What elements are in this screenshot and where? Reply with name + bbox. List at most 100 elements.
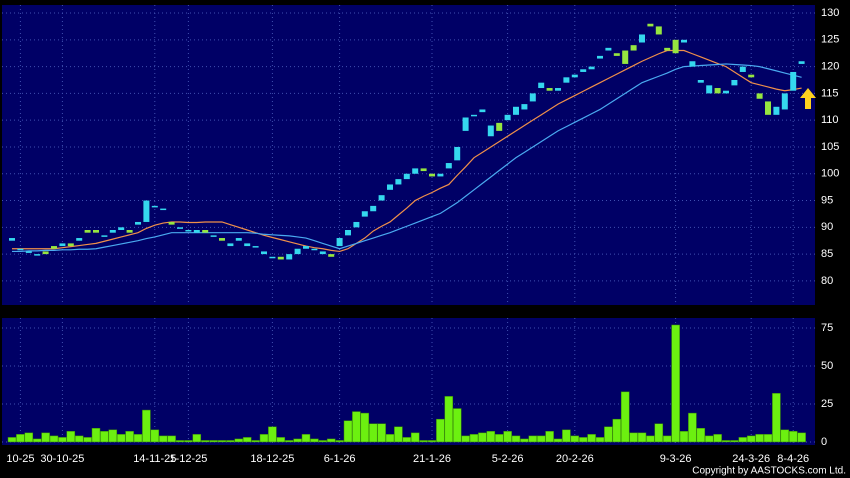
- copyright: Copyright by AASTOCKS.com Ltd.: [692, 466, 846, 477]
- volume-bar: [226, 440, 235, 443]
- candle-body: [588, 66, 595, 70]
- volume-bar: [721, 440, 731, 443]
- candle-body: [781, 93, 788, 110]
- candle-body: [487, 125, 494, 137]
- candle-body: [9, 238, 15, 241]
- volume-bar: [74, 435, 84, 443]
- volume-tick-label: 75: [821, 322, 833, 334]
- volume-bar: [780, 429, 790, 443]
- arrow-icon: [800, 88, 816, 109]
- candle-body: [412, 168, 419, 174]
- volume-bar: [377, 423, 386, 443]
- candle-body: [739, 66, 746, 72]
- x-tick-label: 18-12-25: [250, 453, 294, 465]
- volume-bar: [66, 431, 76, 443]
- volume-bar: [730, 440, 739, 443]
- volume-bar: [469, 434, 479, 443]
- volume-bar: [200, 440, 210, 443]
- volume-bar: [520, 438, 529, 443]
- candle-body: [639, 34, 645, 43]
- volume-bar: [612, 418, 622, 443]
- volume-bar: [646, 435, 655, 443]
- volume-bar: [175, 440, 185, 443]
- x-tick-label: 8-4-26: [777, 453, 809, 465]
- candle-body: [437, 173, 444, 177]
- candle-body: [244, 243, 251, 247]
- candle-body: [546, 88, 553, 91]
- plot-layer: 80 85 90 95 100 105 110 115 120 125 130 0 25 50 75 10-2…: [2, 5, 839, 465]
- x-tick-label: 9-3-26: [660, 453, 692, 465]
- x-tick-label: 14-11-25: [133, 453, 176, 465]
- volume-bar: [24, 432, 34, 443]
- volume-bar: [49, 435, 59, 443]
- y-tick-label: 125: [821, 34, 839, 46]
- volume-bar: [486, 431, 496, 443]
- candle-body: [109, 230, 116, 233]
- volume-bar: [528, 435, 538, 443]
- candle-body: [277, 256, 284, 260]
- candle-body: [790, 71, 797, 91]
- volume-bar: [738, 437, 748, 443]
- candle-body: [286, 254, 293, 260]
- volume-bar: [637, 432, 647, 443]
- volume-bar: [108, 429, 118, 443]
- candle-body: [538, 82, 545, 89]
- candle-body: [630, 45, 637, 51]
- volume-bar: [209, 440, 218, 443]
- candle-body: [479, 109, 486, 113]
- x-tick-label: 20-2-26: [556, 453, 594, 465]
- volume-bar: [184, 440, 193, 443]
- volume-bar: [116, 434, 126, 443]
- volume-bar: [394, 426, 403, 443]
- candle-body: [714, 88, 721, 94]
- volume-bar: [158, 435, 168, 443]
- volume-bar: [276, 437, 286, 443]
- candle-body: [118, 227, 125, 230]
- candle-body: [706, 85, 713, 94]
- volume-bar: [402, 437, 412, 443]
- volume-bar: [318, 440, 328, 443]
- candle-body: [655, 26, 662, 35]
- candle-body: [193, 230, 200, 233]
- volume-bar: [150, 429, 160, 443]
- volume-bar: [494, 434, 504, 443]
- candle-body: [319, 251, 326, 255]
- candle-body: [294, 248, 301, 255]
- volume-bar: [478, 432, 487, 443]
- candle-body: [51, 246, 57, 249]
- volume-bar: [326, 438, 336, 443]
- candle-body: [135, 221, 141, 225]
- volume-tick-label: 50: [821, 360, 833, 372]
- volume-bar: [7, 437, 17, 443]
- volume-bar: [696, 428, 706, 443]
- volume-bar: [133, 434, 143, 443]
- candle-body: [235, 238, 242, 241]
- volume-bar: [746, 435, 756, 443]
- candle-body: [748, 74, 755, 78]
- candle-body: [353, 221, 360, 228]
- volume-bar: [293, 438, 302, 443]
- candle-body: [513, 106, 519, 115]
- volume-bar: [335, 440, 344, 443]
- candle-body: [202, 230, 209, 233]
- volume-bar: [562, 429, 571, 443]
- volume-bar: [125, 431, 134, 443]
- volume-tick-label: 25: [821, 398, 833, 410]
- candle-body: [429, 173, 435, 177]
- candle-body: [555, 88, 561, 91]
- y-tick-label: 105: [821, 141, 839, 153]
- candle-body: [664, 47, 671, 51]
- candle-body: [387, 184, 393, 190]
- volume-bar: [511, 435, 521, 443]
- volume-bar: [242, 437, 252, 443]
- candle-body: [563, 77, 570, 83]
- volume-bar: [604, 426, 613, 443]
- candle-body: [580, 69, 587, 72]
- candle-body: [445, 163, 452, 169]
- x-tick-label: 21-1-26: [413, 453, 451, 465]
- volume-bar: [444, 396, 454, 443]
- candle-body: [34, 254, 41, 256]
- candle-body: [328, 254, 335, 257]
- candle-body: [496, 122, 503, 131]
- volume-bar: [662, 435, 672, 443]
